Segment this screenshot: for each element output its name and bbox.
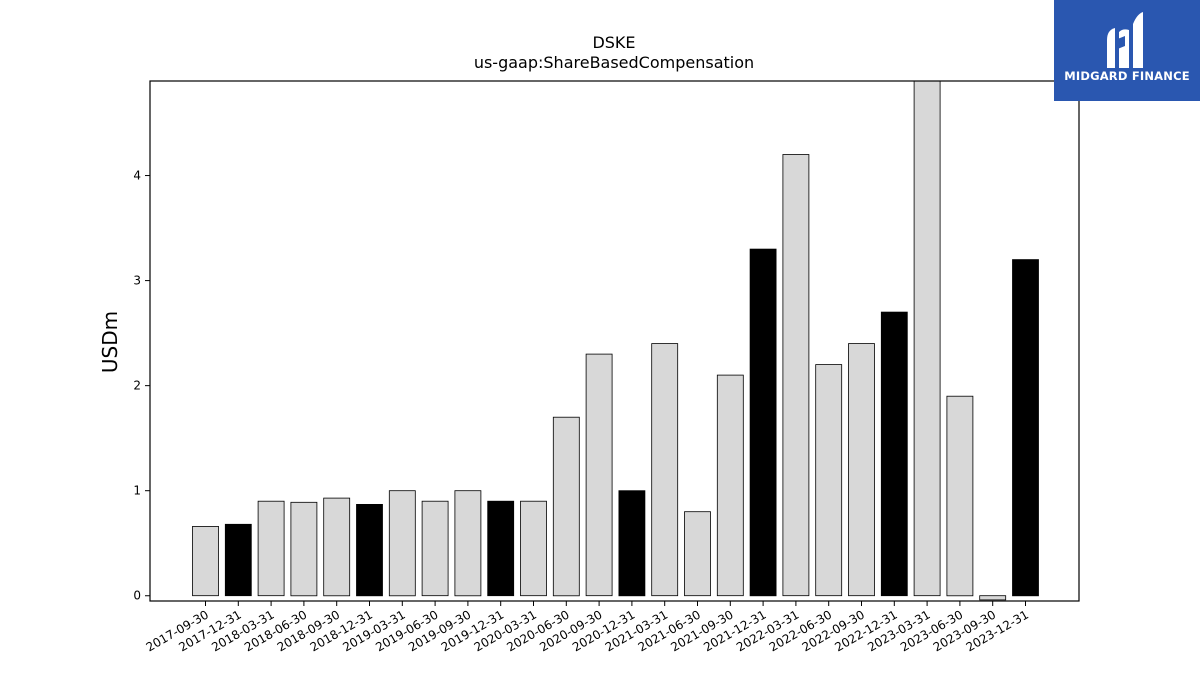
bar-2022-06-30 (815, 364, 843, 597)
bar-2018-12-31 (356, 503, 383, 597)
bar-2023-09-30 (979, 595, 1007, 601)
bar-2023-03-31 (913, 80, 941, 597)
y-axis-label: USDm (98, 311, 122, 373)
chart-subtitle: us-gaap:ShareBasedCompensation (474, 53, 754, 72)
brand-name: MIDGARD FINANCE (1064, 69, 1190, 83)
bar-2021-06-30 (684, 511, 711, 597)
bar-2022-03-31 (782, 154, 810, 597)
bar-2020-03-31 (520, 500, 547, 597)
x-axis: 2017-09-302017-12-312018-03-312018-06-30… (144, 601, 1031, 654)
brand-logo: MIDGARD FINANCE (1054, 0, 1200, 101)
bar-2021-09-30 (716, 374, 744, 597)
bar-2019-03-31 (388, 490, 416, 597)
y-axis: 0 1 2 3 4 (133, 169, 150, 603)
chart-title: DSKE (592, 33, 635, 52)
y-tick-label: 2 (133, 379, 141, 393)
bar-2018-09-30 (323, 497, 351, 597)
bar-2022-09-30 (848, 343, 875, 597)
bar-series (192, 80, 1039, 601)
bar-2019-12-31 (487, 500, 515, 597)
bar-2020-06-30 (552, 416, 580, 597)
bar-2021-03-31 (651, 343, 679, 597)
bar-2018-06-30 (290, 501, 318, 597)
bar-2019-06-30 (421, 500, 449, 597)
plot-frame (149, 80, 1080, 602)
bar-2020-12-31 (618, 490, 646, 597)
y-tick-label: 0 (133, 589, 141, 603)
bar-2020-09-30 (585, 353, 613, 597)
bar-2019-09-30 (454, 490, 482, 597)
bar-2023-06-30 (946, 395, 974, 597)
bar-2021-12-31 (749, 248, 777, 597)
y-tick-label: 3 (133, 274, 141, 288)
y-tick-label: 4 (133, 169, 141, 183)
midgard-m-logo-icon (1107, 12, 1143, 68)
bar-2017-09-30 (192, 526, 219, 597)
bar-2018-03-31 (257, 500, 285, 597)
bar-2023-12-31 (1012, 259, 1039, 597)
bar-2022-12-31 (880, 311, 908, 597)
bar-2017-12-31 (224, 523, 252, 597)
y-tick-label: 1 (133, 484, 141, 498)
